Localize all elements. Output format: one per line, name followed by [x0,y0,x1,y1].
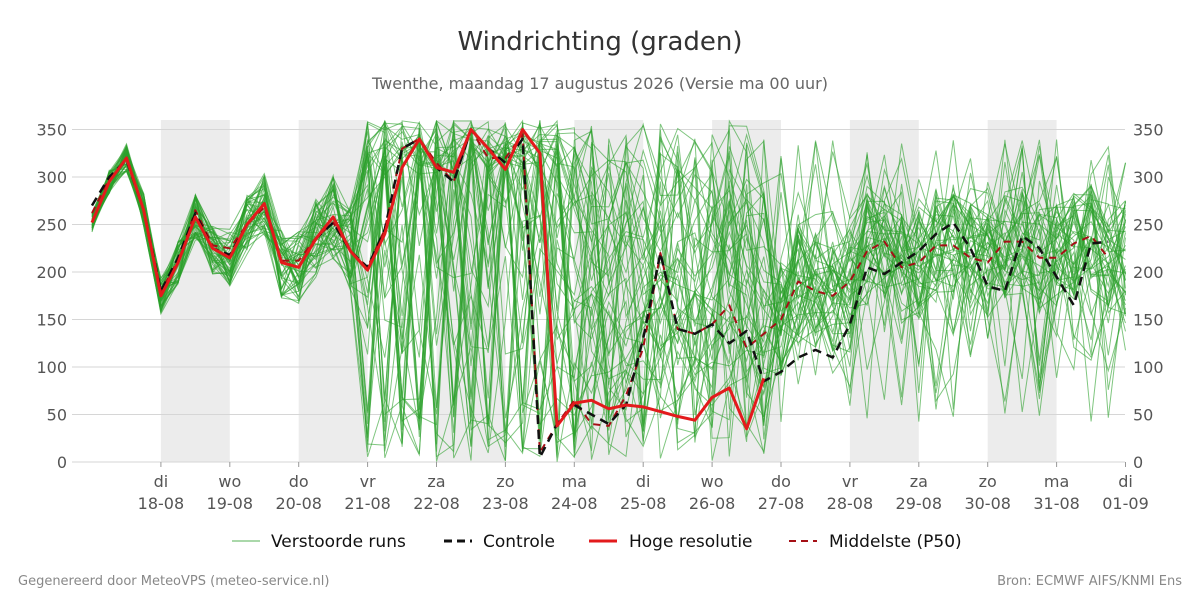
y-axis-left: 0 50 100 150 200 250 300 350 [36,121,67,473]
x-tick-day-20-08: do [289,472,309,491]
legend-label-ensemble: Verstoorde runs [271,532,406,552]
x-tick-date-18-08: 18-08 [138,494,185,513]
x-tick-day-18-08: di [154,472,169,491]
ensemble-line-10 [91,122,1126,457]
y-tick-right-100: 100 [1133,358,1164,377]
y-tick-right-350: 350 [1133,121,1164,140]
chart-title: Windrichting (graden) [457,27,742,57]
chart-subtitle: Twenthe, maandag 17 augustus 2026 (Versi… [371,74,828,93]
x-tick-date-21-08: 21-08 [344,494,391,513]
y-tick-left-200: 200 [36,263,67,282]
footer-source: Bron: ECMWF AIFS/KNMI Ens [997,574,1182,589]
x-tick-date-20-08: 20-08 [275,494,322,513]
x-tick-day-28-08: vr [842,472,858,491]
y-tick-left-300: 300 [36,168,67,187]
y-tick-left-150: 150 [36,311,67,330]
x-tick-day-24-08: ma [562,472,587,491]
ensemble-line-46 [91,120,1126,422]
x-tick-day-23-08: zo [496,472,514,491]
y-tick-right-150: 150 [1133,311,1164,330]
y-tick-left-350: 350 [36,121,67,140]
ensemble-line-45 [91,120,1126,445]
ensemble-line-33 [91,119,1126,440]
x-tick-day-30-08: zo [979,472,997,491]
x-tick-day-29-08: za [910,472,928,491]
x-tick-day-19-08: wo [218,472,241,491]
x-tick-day-25-08: di [636,472,651,491]
ensemble-line-40 [91,119,1126,447]
x-tick-date-01-09: 01-09 [1102,494,1149,513]
ensemble-line-39 [91,127,1126,460]
y-tick-right-0: 0 [1133,453,1143,472]
y-tick-right-300: 300 [1133,168,1164,187]
ensemble-line-32 [91,123,1126,452]
series-line-middelste-p50 [91,128,1110,454]
x-tick-date-23-08: 23-08 [482,494,529,513]
main-series-lines [90,128,1110,459]
x-axis: di 18-08 wo 19-08 do 20-08 vr 21-08 za 22-08 zo 23-… [138,462,1149,513]
ensemble-line-29 [91,139,1126,452]
x-tick-date-26-08: 26-08 [689,494,736,513]
legend: Verstoorde runs Controle Hoge resolutie … [232,532,962,552]
legend-label-hires: Hoge resolutie [629,532,753,552]
x-tick-day-31-08: ma [1044,472,1069,491]
y-tick-left-0: 0 [57,453,67,472]
ensemble-line-50 [91,120,1126,445]
y-axis-right: 0 50 100 150 200 250 300 350 [1133,121,1164,473]
x-tick-day-01-09: di [1118,472,1133,491]
x-tick-date-24-08: 24-08 [551,494,598,513]
x-tick-date-29-08: 29-08 [896,494,943,513]
y-tick-right-50: 50 [1133,406,1153,425]
x-tick-day-22-08: za [427,472,445,491]
x-tick-date-28-08: 28-08 [827,494,874,513]
x-tick-date-27-08: 27-08 [758,494,805,513]
x-tick-date-19-08: 19-08 [207,494,254,513]
ensemble-line-49 [91,121,1126,458]
series-line-hoge-resolutie [90,128,766,431]
y-tick-left-50: 50 [47,406,67,425]
ensemble-line-34 [91,128,1126,443]
ensemble-line-37 [91,124,1126,447]
y-tick-left-250: 250 [36,216,67,235]
y-tick-right-200: 200 [1133,263,1164,282]
x-tick-date-25-08: 25-08 [620,494,667,513]
x-tick-day-21-08: vr [360,472,376,491]
x-tick-day-26-08: wo [701,472,724,491]
x-tick-date-31-08: 31-08 [1033,494,1080,513]
ensemble-line-38 [91,122,1126,454]
ensemble-line-47 [91,124,1126,432]
legend-label-control: Controle [483,532,555,552]
footer-generator: Gegenereerd door MeteoVPS (meteo-service… [18,574,329,589]
x-tick-date-22-08: 22-08 [413,494,460,513]
x-tick-date-30-08: 30-08 [964,494,1011,513]
legend-label-median: Middelste (P50) [829,532,962,552]
ensemble-line-11 [91,120,1126,442]
y-tick-right-250: 250 [1133,216,1164,235]
y-tick-left-100: 100 [36,358,67,377]
x-tick-day-27-08: do [771,472,791,491]
